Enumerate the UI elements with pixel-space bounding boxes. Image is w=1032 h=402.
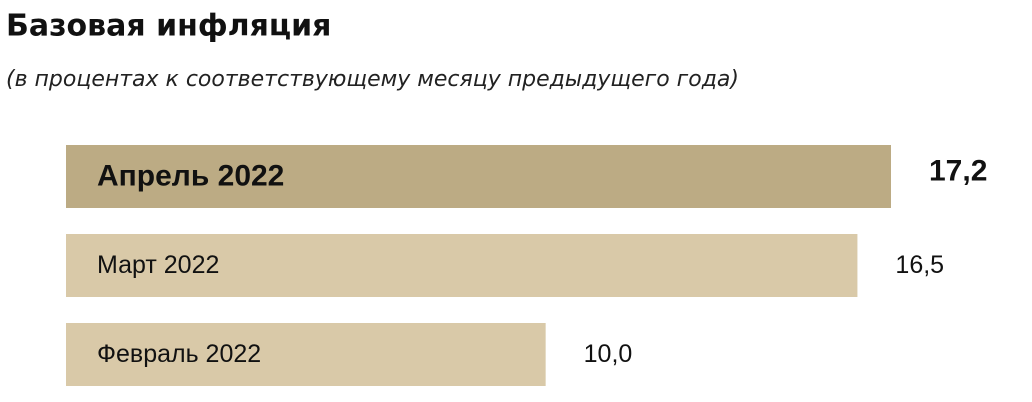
value-label: 16,5 [895,251,944,279]
value-label: 17,2 [929,154,987,187]
bar [66,145,891,208]
chart-subtitle: (в процентах к соответствующему месяцу п… [6,67,739,92]
bar [66,323,546,386]
category-label: Февраль 2022 [97,340,261,368]
bar [66,234,858,297]
category-label: Апрель 2022 [97,159,284,192]
value-label: 10,0 [584,340,633,368]
category-label: Март 2022 [97,251,219,279]
chart-title: Базовая инфляция [6,9,331,44]
